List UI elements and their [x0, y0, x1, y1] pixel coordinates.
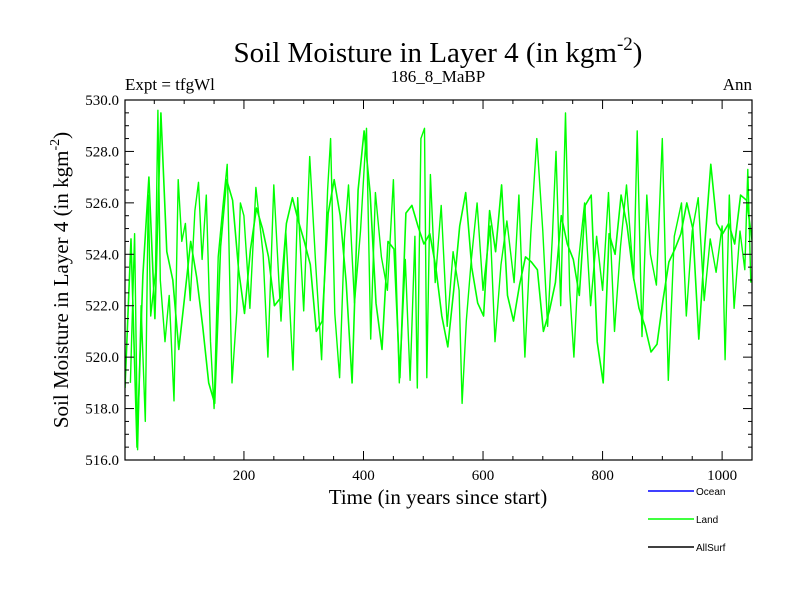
y-tick-label: 528.0: [85, 144, 119, 160]
legend-label-allsurf: AllSurf: [696, 543, 726, 554]
y-tick-label: 530.0: [85, 93, 119, 109]
axis-ticks: [125, 99, 752, 461]
y-tick-label: 516.0: [85, 453, 119, 469]
x-tick-label: 800: [591, 468, 614, 484]
series-group: [125, 109, 752, 451]
y-tick-label: 520.0: [85, 350, 119, 366]
x-tick-label: 400: [352, 468, 375, 484]
subtitle-season: Ann: [723, 75, 753, 94]
y-axis-label-main: Soil Moisture in Layer 4 (in kgm: [49, 151, 73, 429]
x-axis-label: Time (in years since start): [329, 485, 548, 509]
y-axis-label-end: ): [49, 132, 73, 139]
y-tick-label: 526.0: [85, 196, 119, 212]
legend-label-land: Land: [696, 515, 718, 526]
subtitle-experiment: Expt = tfgWl: [125, 75, 215, 94]
subtitle-period: 186_8_MaBP: [391, 67, 485, 86]
chart-title-superscript: -2: [617, 34, 633, 55]
y-tick-label: 518.0: [85, 402, 119, 418]
chart-title-main: Soil Moisture in Layer 4 (in kgm: [234, 37, 618, 69]
y-axis-label-superscript: -2: [48, 139, 63, 151]
legend-label-ocean: Ocean: [696, 487, 725, 498]
legend: Ocean Land AllSurf: [648, 487, 726, 554]
axis-tick-labels: 516.0 518.0 520.0 522.0 524.0 526.0 528.0 530.0…: [85, 93, 737, 484]
y-tick-label: 522.0: [85, 299, 119, 315]
chart-title: Soil Moisture in Layer 4 (in kgm-2): [234, 34, 643, 69]
y-tick-label: 524.0: [85, 247, 119, 263]
x-tick-label: 200: [233, 468, 256, 484]
chart-title-end: ): [633, 37, 643, 69]
series-line-1: [129, 109, 752, 451]
y-axis-label: Soil Moisture in Layer 4 (in kgm-2): [48, 132, 73, 428]
x-tick-label: 1000: [707, 468, 737, 484]
x-tick-label: 600: [472, 468, 495, 484]
